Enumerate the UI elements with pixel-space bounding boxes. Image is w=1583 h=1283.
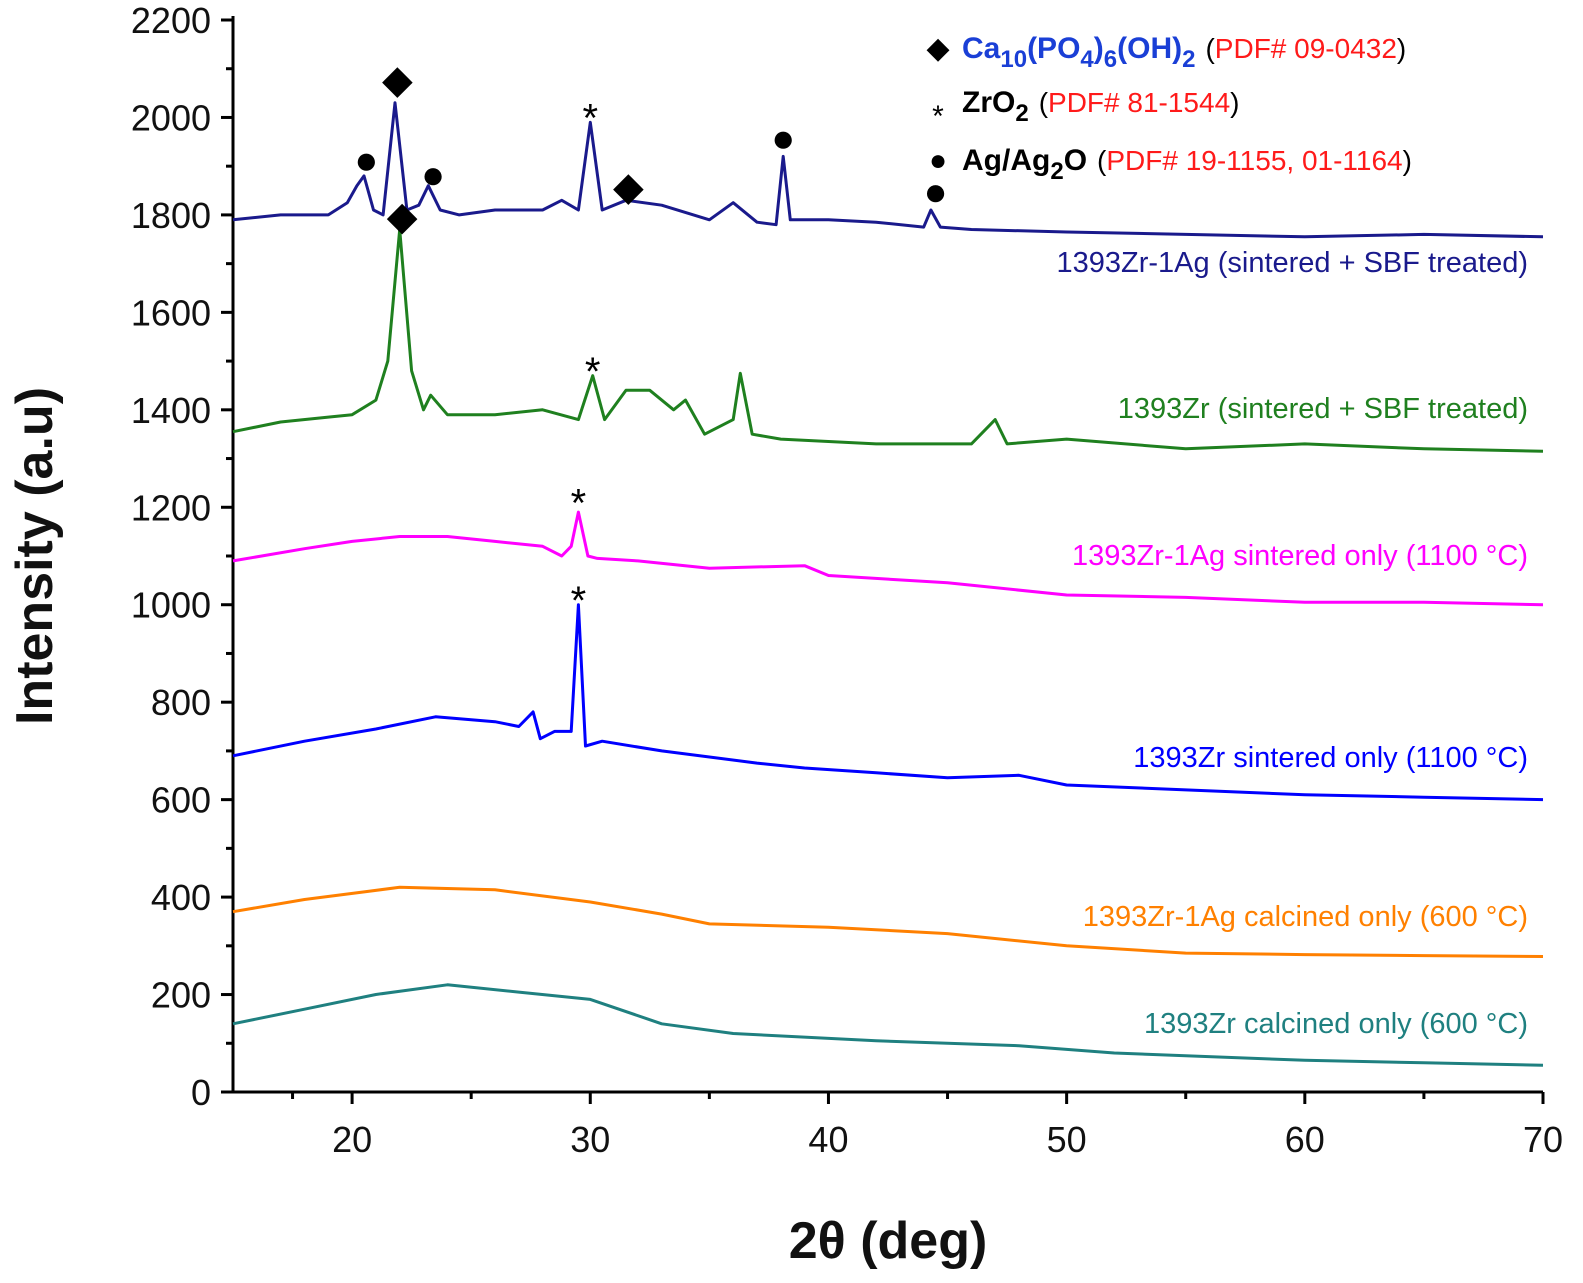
x-tick-label: 50: [1047, 1119, 1087, 1160]
legend-formula-part: 2: [1182, 46, 1195, 73]
series-label: 1393Zr-1Ag calcined only (600 °C): [1083, 901, 1528, 933]
legend-formula-part: 2: [1050, 158, 1063, 185]
y-tick-label: 1800: [131, 195, 211, 236]
y-axis-title: Intensity (a.u): [6, 387, 64, 725]
legend-symbol: ●: [929, 144, 947, 177]
legend-ref-part: (: [1039, 87, 1049, 118]
y-tick-label: 2200: [131, 0, 211, 41]
series-label: 1393Zr calcined only (600 °C): [1144, 1008, 1528, 1040]
legend-formula-part: 6: [1104, 46, 1117, 73]
peak-marker: ◆: [382, 58, 413, 102]
legend-formula-part: O: [1064, 144, 1087, 177]
peak-marker: ◆: [613, 165, 644, 209]
series-line: [232, 228, 1544, 453]
legend-ref-part: ): [1403, 145, 1412, 176]
x-tick-label: 40: [808, 1119, 848, 1160]
series-line: [232, 983, 1544, 1067]
series-line: [232, 885, 1544, 958]
legend-ref-part: (: [1205, 33, 1215, 64]
legend-text: Ca10(PO4)6(OH)2 (PDF# 09-0432): [962, 32, 1406, 73]
legend-ref-part: PDF# 09-0432: [1215, 33, 1397, 64]
legend-ref-part: ): [1230, 87, 1239, 118]
legend-ref-part: PDF# 81-1544: [1048, 87, 1230, 118]
series-line: [232, 101, 1544, 239]
legend-formula-part: 4: [1080, 46, 1094, 73]
legend-ref-part: (: [1097, 145, 1107, 176]
y-tick-label: 1600: [131, 292, 211, 333]
peak-marker: *: [582, 97, 598, 141]
peak-marker: ●: [771, 116, 795, 160]
x-tick-label: 30: [570, 1119, 610, 1160]
y-tick-label: 400: [151, 877, 211, 918]
y-tick-label: 1400: [131, 390, 211, 431]
legend-formula-part: 10: [1000, 46, 1027, 73]
y-tick-label: 600: [151, 780, 211, 821]
peak-marker: *: [585, 350, 601, 394]
legend-ref-part: ): [1397, 33, 1406, 64]
peak-marker: ◆: [387, 194, 418, 238]
legend-ref-part: PDF# 19-1155, 01-1164: [1106, 145, 1402, 176]
peak-marker: ●: [354, 138, 378, 182]
legend-formula-part: 2: [1015, 100, 1028, 127]
x-tick-label: 60: [1285, 1119, 1325, 1160]
y-tick-label: 0: [191, 1072, 211, 1113]
x-tick-label: 20: [332, 1119, 372, 1160]
legend-formula-part: (OH): [1117, 32, 1182, 65]
x-tick-label: 70: [1523, 1119, 1563, 1160]
series-label: 1393Zr (sintered + SBF treated): [1118, 393, 1528, 425]
y-tick-label: 800: [151, 682, 211, 723]
series-line: [232, 510, 1544, 607]
peak-marker: *: [571, 579, 587, 623]
legend-text: Ag/Ag2O (PDF# 19-1155, 01-1164): [962, 144, 1412, 185]
legend-formula-part: Ca: [962, 32, 1001, 65]
legend-formula-part: (PO: [1027, 32, 1080, 65]
y-tick-label: 2000: [131, 97, 211, 138]
legend-formula-part: ZrO: [962, 86, 1015, 119]
peak-marker: ●: [421, 153, 445, 197]
peak-marker: ●: [924, 170, 948, 214]
legend-text: ZrO2 (PDF# 81-1544): [962, 86, 1239, 127]
peak-marker: *: [571, 482, 587, 526]
x-axis-title: 2θ (deg): [789, 1212, 988, 1270]
y-tick-label: 200: [151, 975, 211, 1016]
series-line: [232, 603, 1544, 802]
legend-symbol: ◆: [926, 32, 949, 65]
legend-formula-part: Ag/Ag: [962, 144, 1050, 177]
series-label: 1393Zr sintered only (1100 °C): [1133, 742, 1528, 774]
y-tick-label: 1000: [131, 585, 211, 626]
legend-formula-part: ): [1094, 32, 1104, 65]
series-label: 1393Zr-1Ag sintered only (1100 °C): [1072, 540, 1528, 572]
series-label: 1393Zr-1Ag (sintered + SBF treated): [1057, 247, 1528, 279]
legend-symbol: *: [932, 100, 944, 133]
y-tick-label: 1200: [131, 487, 211, 528]
